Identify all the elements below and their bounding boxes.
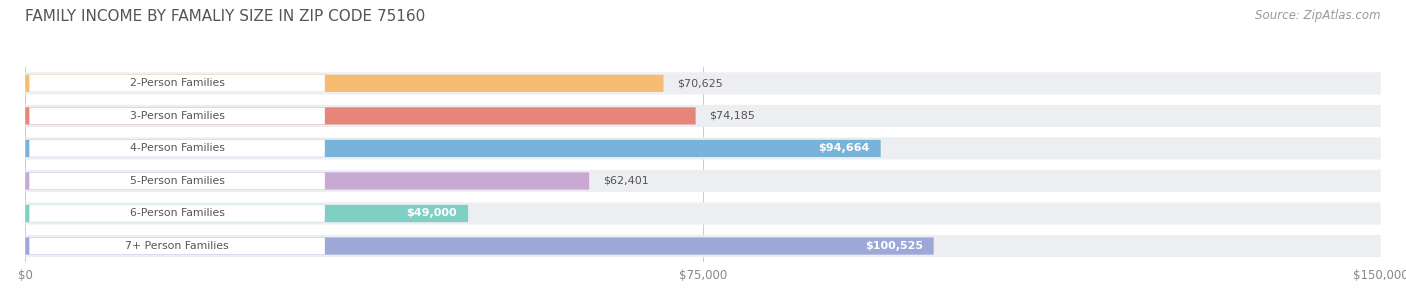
Text: $49,000: $49,000 (406, 209, 457, 218)
FancyBboxPatch shape (25, 203, 1381, 224)
FancyBboxPatch shape (25, 107, 696, 124)
FancyBboxPatch shape (25, 137, 1381, 160)
Text: $100,525: $100,525 (865, 241, 922, 251)
Text: 7+ Person Families: 7+ Person Families (125, 241, 229, 251)
Text: 3-Person Families: 3-Person Families (129, 111, 225, 121)
Text: $62,401: $62,401 (603, 176, 648, 186)
FancyBboxPatch shape (30, 140, 325, 157)
FancyBboxPatch shape (30, 75, 325, 92)
Text: 5-Person Families: 5-Person Families (129, 176, 225, 186)
FancyBboxPatch shape (30, 173, 325, 189)
Text: $70,625: $70,625 (678, 78, 723, 88)
Text: Source: ZipAtlas.com: Source: ZipAtlas.com (1256, 9, 1381, 22)
Text: FAMILY INCOME BY FAMALIY SIZE IN ZIP CODE 75160: FAMILY INCOME BY FAMALIY SIZE IN ZIP COD… (25, 9, 426, 24)
FancyBboxPatch shape (30, 238, 325, 254)
FancyBboxPatch shape (25, 237, 934, 255)
FancyBboxPatch shape (25, 205, 468, 222)
FancyBboxPatch shape (25, 172, 589, 190)
Text: $94,664: $94,664 (818, 143, 870, 153)
FancyBboxPatch shape (25, 75, 664, 92)
FancyBboxPatch shape (25, 105, 1381, 127)
FancyBboxPatch shape (25, 170, 1381, 192)
FancyBboxPatch shape (25, 140, 880, 157)
FancyBboxPatch shape (30, 205, 325, 222)
FancyBboxPatch shape (25, 235, 1381, 257)
Text: $74,185: $74,185 (709, 111, 755, 121)
Text: 6-Person Families: 6-Person Families (129, 209, 225, 218)
FancyBboxPatch shape (30, 107, 325, 124)
Text: 4-Person Families: 4-Person Families (129, 143, 225, 153)
FancyBboxPatch shape (25, 72, 1381, 95)
Text: 2-Person Families: 2-Person Families (129, 78, 225, 88)
